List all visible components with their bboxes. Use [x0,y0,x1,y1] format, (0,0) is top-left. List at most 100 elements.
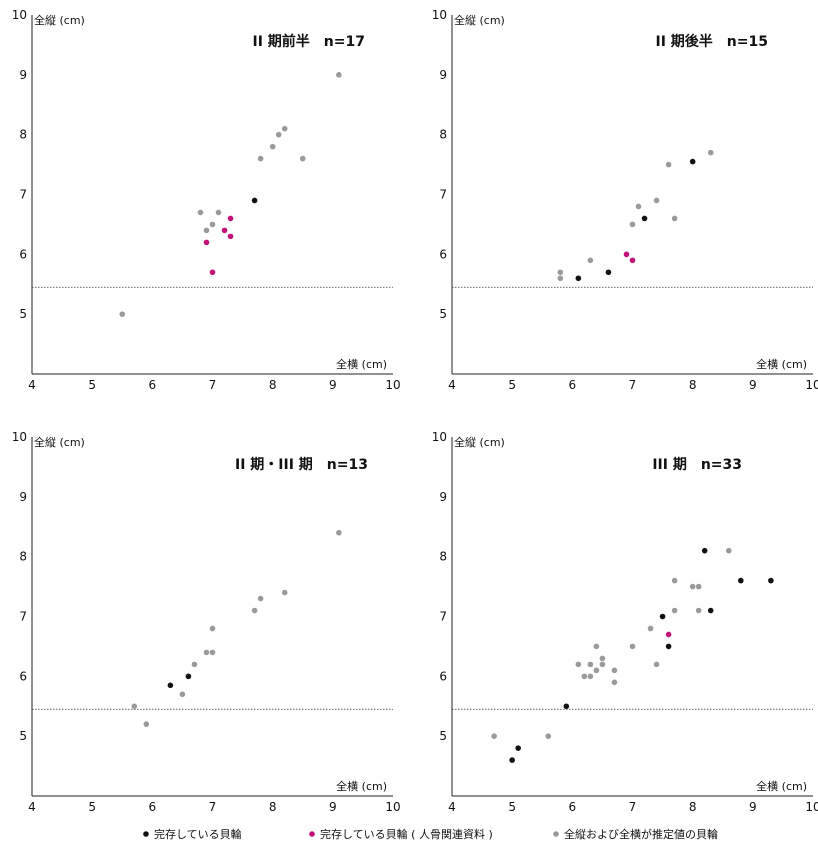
y-tick-label: 9 [439,490,447,504]
legend-marker-complete [143,831,149,837]
data-point-estimated [281,589,288,596]
data-point-estimated [671,577,678,584]
panel-title: III 期 n=33 [652,457,742,473]
y-tick-label: 6 [19,669,27,683]
data-point-complete [575,275,582,282]
data-point-complete [768,577,774,584]
y-tick-label: 9 [19,490,27,504]
data-point-estimated [587,673,594,680]
data-point-bone [623,251,630,258]
data-point-estimated [545,733,552,739]
y-tick-label: 5 [439,729,447,743]
data-point-estimated [725,547,732,554]
data-point-estimated [629,643,636,650]
x-tick-label: 9 [749,800,757,814]
y-axis-label: 全縦 (cm) [454,435,505,449]
data-point-estimated [671,215,678,222]
data-point-estimated [257,595,264,602]
data-point-bone [203,239,210,246]
x-tick-label: 4 [448,378,456,392]
data-point-estimated [665,161,672,168]
data-point-estimated [209,649,216,656]
y-tick-label: 7 [19,188,27,202]
y-tick-label: 10 [12,430,27,444]
data-point-estimated [209,221,216,228]
legend: 完存している貝輪 完存している貝輪 ( 人骨関連資料 ) 全縦および全横が推定値の貝… [143,827,718,841]
y-tick-label: 5 [19,729,27,743]
data-point-estimated [336,72,342,78]
x-tick-label: 5 [508,378,516,392]
x-tick-label: 5 [88,378,96,392]
data-point-estimated [203,227,210,234]
data-point-estimated [575,661,582,668]
data-point-complete [515,745,521,751]
data-point-estimated [203,649,210,656]
data-point-estimated [587,257,594,264]
y-tick-label: 10 [432,430,447,444]
data-point-estimated [191,661,198,668]
data-point-estimated [695,583,702,590]
y-tick-label: 10 [12,8,27,22]
data-point-estimated [611,667,618,674]
y-tick-label: 6 [19,247,27,261]
data-point-complete [665,643,672,650]
legend-label-complete: 完存している貝輪 [154,827,242,841]
data-point-complete [689,158,696,165]
data-point-estimated [695,607,702,614]
x-tick-label: 7 [209,378,217,392]
data-point-complete [701,547,708,554]
data-point-estimated [336,529,342,536]
data-point-estimated [653,661,660,668]
data-point-estimated [557,269,564,276]
y-tick-label: 8 [19,128,27,142]
x-axis-label: 全横 (cm) [756,357,807,371]
y-tick-label: 8 [439,550,447,564]
data-point-estimated [689,583,696,590]
x-tick-label: 5 [88,800,96,814]
data-point-complete [251,197,258,204]
y-tick-label: 6 [439,669,447,683]
data-point-estimated [197,209,204,216]
x-tick-label: 4 [28,800,36,814]
x-tick-label: 7 [209,800,217,814]
y-axis-label: 全縦 (cm) [454,13,505,27]
data-point-estimated [653,197,660,204]
x-tick-label: 8 [269,378,277,392]
data-point-complete [563,703,570,710]
x-tick-label: 10 [805,378,818,392]
data-point-estimated [209,625,216,632]
data-point-estimated [119,311,126,317]
data-point-estimated [647,625,654,632]
y-tick-label: 8 [439,128,447,142]
y-tick-label: 5 [19,307,27,321]
data-point-complete [707,607,714,614]
data-point-estimated [251,607,258,614]
data-point-complete [509,757,515,763]
data-point-bone [629,257,636,264]
y-tick-label: 7 [19,610,27,624]
y-axis-label: 全縦 (cm) [34,13,85,27]
data-point-estimated [629,221,636,228]
data-point-complete [641,215,648,222]
legend-marker-estimated [553,831,559,837]
data-point-estimated [257,155,264,162]
y-tick-label: 8 [19,550,27,564]
x-tick-label: 5 [508,800,516,814]
panel-title: II 期・III 期 n=13 [235,457,368,473]
x-axis-label: 全横 (cm) [336,357,387,371]
y-tick-label: 5 [439,307,447,321]
legend-marker-bone [309,831,315,837]
x-axis-label: 全横 (cm) [336,779,387,793]
data-point-estimated [593,667,600,674]
x-tick-label: 6 [149,378,157,392]
x-tick-label: 8 [689,378,697,392]
x-tick-label: 9 [749,378,757,392]
legend-label-estimated: 全縦および全横が推定値の貝輪 [564,827,718,841]
data-point-estimated [599,661,606,668]
data-point-bone [227,215,234,222]
x-tick-label: 7 [629,800,637,814]
data-point-estimated [599,655,606,662]
panel-title: II 期後半 n=15 [656,33,768,50]
data-point-estimated [491,733,497,739]
